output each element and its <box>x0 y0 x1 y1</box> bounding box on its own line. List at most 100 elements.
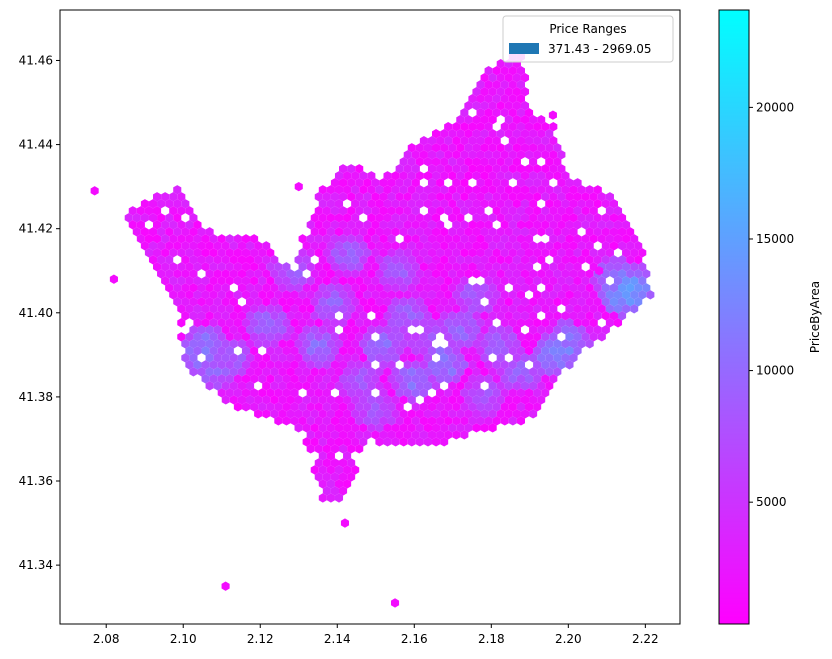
hexbin-cell <box>233 304 242 314</box>
hexbin-cell <box>630 234 639 244</box>
hexbin-cell <box>480 423 489 433</box>
hexbin-cell <box>221 381 230 391</box>
hexbin-cell <box>391 395 400 405</box>
hexbin-cell <box>270 269 279 279</box>
hexbin-cell <box>367 199 376 209</box>
hexbin-cell <box>306 360 315 370</box>
hexbin-cell <box>581 290 590 300</box>
hexbin-cell <box>440 269 449 279</box>
hexbin-cell <box>500 206 509 216</box>
hexbin-cell <box>484 332 493 342</box>
hexbin-cell <box>282 332 291 342</box>
hexbin-cell <box>241 234 251 244</box>
hexbin-cell <box>460 402 469 412</box>
hexbin-cell <box>488 185 497 195</box>
hexbin-cell <box>193 346 202 356</box>
hexbin-cell <box>472 101 481 111</box>
hexbin-cell <box>553 241 562 251</box>
hexbin-cell <box>581 192 590 202</box>
hexbin-cell <box>545 129 554 139</box>
hexbin-cell <box>601 213 610 223</box>
hexbin-cell <box>488 339 497 349</box>
hexbin-cell <box>387 430 396 440</box>
hexbin-cell <box>516 276 525 286</box>
hexbin-cell <box>415 297 424 307</box>
hexbin-cell <box>423 143 432 153</box>
hexbin-cell <box>557 220 566 230</box>
hexbin-cell <box>565 360 574 370</box>
hexbin-cell <box>322 206 331 216</box>
hexbin-cell <box>318 269 327 279</box>
hexbin-cell <box>347 304 356 314</box>
hexbin-cell <box>399 283 408 293</box>
hexbin-cell <box>520 129 530 139</box>
y-tick-label: 41.40 <box>19 306 53 320</box>
hexbin-cell <box>330 178 339 188</box>
hexbin-cell <box>347 374 356 384</box>
hexbin-cell <box>298 276 307 286</box>
hexbin-cell <box>355 178 364 188</box>
hexbin-cell <box>549 346 558 356</box>
hexbin-cell <box>395 164 404 174</box>
hexbin-cell <box>144 206 153 216</box>
hexbin-cell <box>464 353 473 363</box>
hexbin-cell <box>339 178 348 188</box>
hexbin-cell <box>423 311 432 321</box>
hexbin-cell <box>229 381 238 391</box>
hexbin-cell <box>512 73 521 83</box>
hexbin-cell <box>339 388 348 398</box>
hexbin-cell <box>520 367 530 377</box>
hexbin-cell <box>520 213 530 223</box>
hexbin-cell <box>472 255 481 265</box>
hexbin-cell <box>339 290 348 300</box>
hexbin-cell <box>626 297 635 307</box>
hexbin-cell <box>516 80 525 90</box>
hexbin-cell <box>407 227 416 237</box>
hexbin-cell <box>557 164 566 174</box>
hexbin-cell <box>569 297 578 307</box>
hexbin-cell <box>339 164 348 174</box>
hexbin-cell <box>250 304 259 314</box>
hexbin-cell <box>250 360 259 370</box>
hexbin-cell <box>395 332 404 342</box>
hexbin-cell <box>322 444 331 454</box>
hexbin-cell <box>529 143 538 153</box>
hexbin-cell <box>472 381 481 391</box>
hexbin-cell <box>533 388 542 398</box>
hexbin-cell <box>246 339 255 349</box>
hexbin-cell <box>605 318 614 328</box>
hexbin-cell <box>306 234 315 244</box>
hexbin-cell <box>557 206 566 216</box>
hexbin-cell <box>371 192 380 202</box>
hexbin-cell <box>205 367 214 377</box>
hexbin-cell <box>282 262 291 272</box>
hexbin-cell <box>326 451 335 461</box>
hexbin-cell <box>201 234 210 244</box>
hexbin-cell <box>480 213 489 223</box>
hexbin-cell <box>496 227 505 237</box>
hexbin-cell <box>488 129 497 139</box>
hexbin-cell <box>488 311 497 321</box>
hexbin-cell <box>444 388 453 398</box>
hexbin-cell <box>577 325 586 335</box>
hexbin-cell <box>565 262 574 272</box>
hexbin-cell <box>169 290 178 300</box>
hexbin-cell <box>387 346 396 356</box>
hexbin-cell <box>310 297 319 307</box>
hexbin-cell <box>330 206 339 216</box>
hexbin-cell <box>496 199 505 209</box>
hexbin-cell <box>266 290 275 300</box>
hexbin-cell <box>577 199 586 209</box>
hexbin-cell <box>440 129 449 139</box>
hexbin-cell <box>302 437 311 447</box>
hexbin-cell <box>452 388 461 398</box>
hexbin-cell <box>508 94 517 104</box>
hexbin-cell <box>322 192 331 202</box>
hexbin-cell <box>411 150 420 160</box>
hexbin-cell <box>233 360 242 370</box>
hexbin-cell <box>371 346 380 356</box>
hexbin-cell <box>585 199 594 209</box>
hexbin-cell <box>411 220 420 230</box>
hexbin-cell <box>322 472 331 482</box>
hexbin-cell <box>573 192 582 202</box>
